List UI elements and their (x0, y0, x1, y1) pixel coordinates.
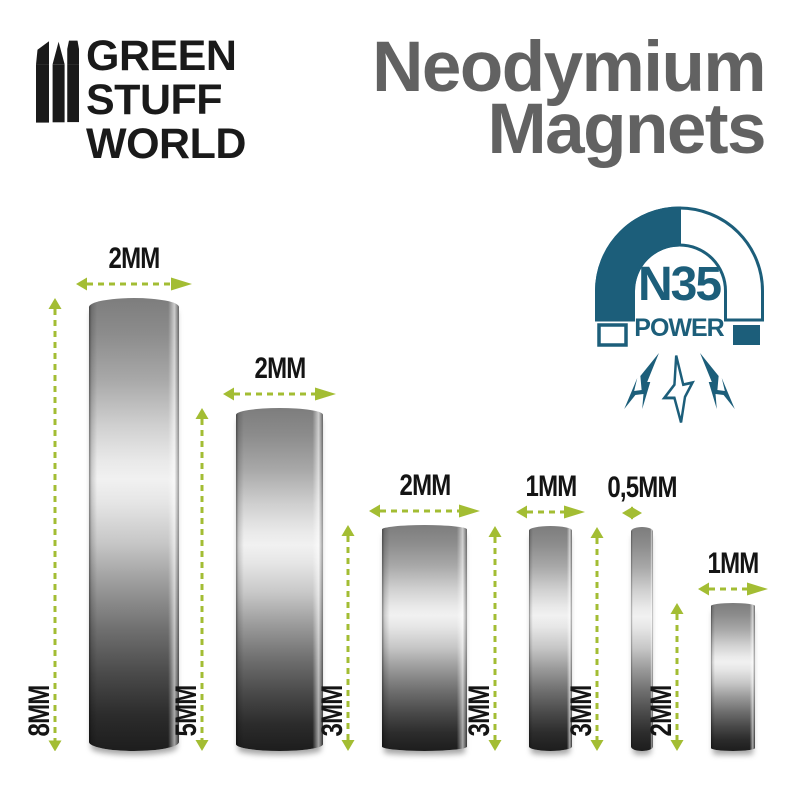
svg-text:POWER: POWER (634, 314, 724, 342)
svg-text:N35: N35 (638, 258, 721, 311)
